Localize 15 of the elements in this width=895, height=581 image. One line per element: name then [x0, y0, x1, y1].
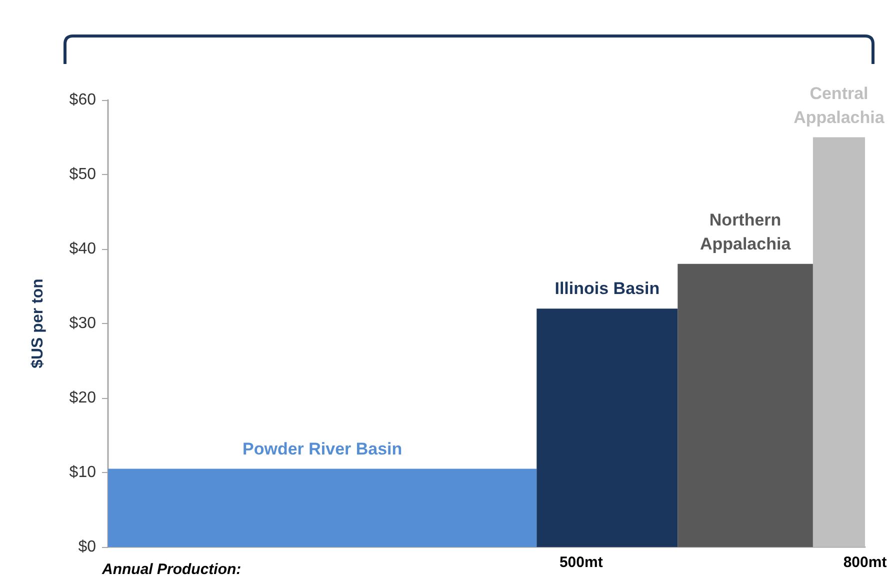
y-tick-label: $30 — [69, 315, 96, 332]
x-tick-label: 500mt — [559, 554, 603, 571]
x-axis-title: Annual Production: — [101, 561, 242, 578]
annotation: Central Appalachia — [794, 84, 885, 127]
annotation: Powder River Basin — [242, 439, 402, 458]
y-tick-label: $60 — [69, 92, 96, 108]
annotation: Northern Appalachia — [700, 210, 792, 254]
x-tick-label: 800mt — [843, 554, 887, 571]
annotation: Illinois Basin — [554, 279, 660, 298]
y-tick-label: $40 — [69, 240, 96, 258]
y-axis-title: $US per ton — [30, 278, 46, 368]
y-tick-label: $10 — [69, 464, 96, 481]
y-tick-label: $20 — [69, 390, 96, 406]
y-tick-label: $50 — [69, 166, 96, 183]
y-tick-label: $0 — [78, 538, 96, 556]
